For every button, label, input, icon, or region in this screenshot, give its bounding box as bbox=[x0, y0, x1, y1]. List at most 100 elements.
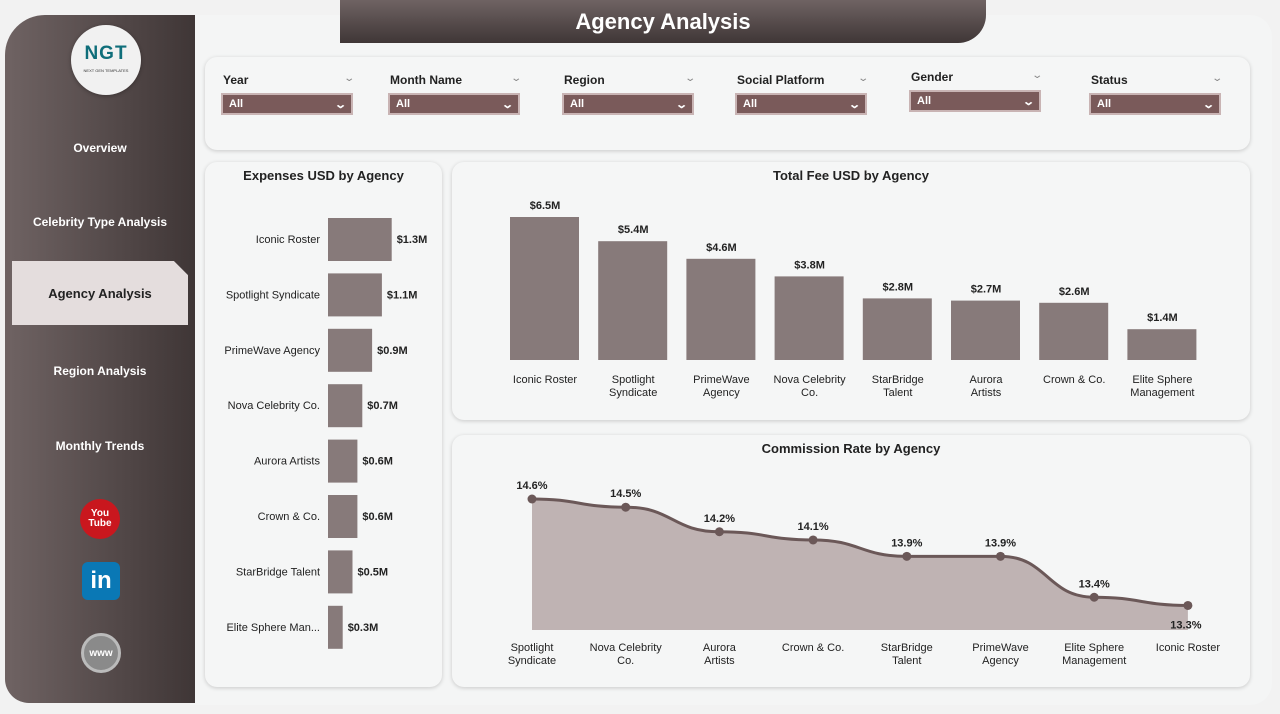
filter-value: All bbox=[229, 98, 244, 110]
filter-dropdown[interactable]: All ⌄ bbox=[1089, 93, 1221, 115]
filter-dropdown[interactable]: All ⌄ bbox=[221, 93, 353, 115]
filter-value: All bbox=[917, 95, 932, 107]
nav-region-analysis[interactable]: Region Analysis bbox=[53, 364, 147, 378]
category-label: Spotlight Syndicate bbox=[508, 642, 556, 667]
category-label: Iconic Roster bbox=[513, 374, 578, 386]
filter-value: All bbox=[570, 98, 585, 110]
category-label: Iconic Roster bbox=[256, 234, 321, 246]
category-label: Crown & Co. bbox=[258, 511, 320, 523]
category-label: Iconic Roster bbox=[1156, 642, 1221, 654]
bar bbox=[510, 217, 579, 360]
data-label: $1.3M bbox=[397, 234, 428, 246]
data-point bbox=[1183, 600, 1193, 610]
data-point bbox=[714, 527, 724, 537]
filter-label: Gender ⌄ bbox=[909, 70, 1043, 84]
data-label: 14.2% bbox=[704, 513, 735, 525]
nav-monthly-trends[interactable]: Monthly Trends bbox=[55, 439, 145, 453]
total-fee-chart: $6.5M Iconic Roster $5.4M Spotlight Syndicat… bbox=[510, 200, 1197, 399]
filter-label-text: Social Platform bbox=[737, 73, 825, 87]
data-point bbox=[1089, 592, 1099, 602]
commission-chart-title: Commission Rate by Agency bbox=[761, 441, 941, 456]
category-label: PrimeWave Agency bbox=[693, 374, 749, 399]
filter-dropdown[interactable]: All ⌄ bbox=[735, 93, 867, 115]
bar bbox=[1127, 329, 1197, 360]
category-label: StarBridge Talent bbox=[872, 374, 924, 399]
commission-chart-card: Commission Rate by Agency 14.6% Spotlight… bbox=[452, 435, 1250, 687]
category-label: PrimeWave Agency bbox=[224, 345, 320, 357]
filter-gender[interactable]: Gender ⌄ All ⌄ bbox=[909, 70, 1043, 112]
filter-label-text: Gender bbox=[911, 70, 954, 84]
data-label: $1.1M bbox=[387, 289, 418, 301]
filter-dropdown[interactable]: All ⌄ bbox=[562, 93, 694, 115]
bar bbox=[328, 328, 373, 372]
expenses-chart: Iconic Roster $1.3M Spotlight Syndicate $1.… bbox=[224, 218, 428, 649]
category-label: Crown & Co. bbox=[782, 642, 844, 654]
commission-chart: 14.6% Spotlight Syndicate 14.5% Nova Celebri… bbox=[508, 480, 1221, 667]
filter-panel: Year ⌄ All ⌄ Month Name ⌄ All ⌄ Region ⌄ All ⌄ So… bbox=[205, 57, 1250, 150]
chevron-down-icon: ⌄ bbox=[674, 98, 688, 111]
category-label: Spotlight Syndicate bbox=[609, 374, 657, 399]
bar bbox=[328, 605, 343, 649]
filter-label: Month Name ⌄ bbox=[388, 73, 522, 87]
category-label: Aurora Artists bbox=[969, 374, 1003, 399]
bar bbox=[328, 273, 382, 317]
category-label: Elite Sphere Man... bbox=[226, 622, 320, 634]
filter-label: Year ⌄ bbox=[221, 73, 355, 87]
globe-icon[interactable]: www bbox=[81, 633, 121, 673]
data-label: 14.1% bbox=[797, 521, 828, 533]
nav-agency-analysis[interactable]: Agency Analysis bbox=[12, 261, 188, 325]
chevron-down-icon[interactable]: ⌄ bbox=[509, 73, 522, 84]
chevron-down-icon: ⌄ bbox=[500, 98, 514, 111]
data-label: $0.7M bbox=[367, 400, 398, 412]
data-point bbox=[527, 494, 537, 504]
chevron-down-icon[interactable]: ⌄ bbox=[683, 73, 696, 84]
chevron-down-icon[interactable]: ⌄ bbox=[342, 73, 355, 84]
filter-value: All bbox=[1097, 98, 1112, 110]
filter-dropdown[interactable]: All ⌄ bbox=[909, 90, 1041, 112]
bar bbox=[328, 550, 353, 594]
filter-label: Social Platform ⌄ bbox=[735, 73, 869, 87]
filter-year[interactable]: Year ⌄ All ⌄ bbox=[221, 73, 355, 115]
filter-dropdown[interactable]: All ⌄ bbox=[388, 93, 520, 115]
bar bbox=[774, 276, 844, 360]
area-fill bbox=[532, 499, 1188, 630]
data-label: $0.3M bbox=[348, 622, 379, 634]
bar bbox=[328, 384, 363, 428]
filter-region[interactable]: Region ⌄ All ⌄ bbox=[562, 73, 696, 115]
data-point bbox=[996, 551, 1005, 561]
data-label: $0.5M bbox=[358, 566, 389, 578]
logo-subtitle: NEXT GEN TEMPLATES bbox=[83, 68, 129, 73]
category-label: Nova Celebrity Co. bbox=[590, 642, 663, 667]
total-fee-chart-card: Total Fee USD by Agency $6.5M Iconic Rost… bbox=[452, 162, 1250, 420]
bar bbox=[951, 300, 1020, 360]
data-label: 14.6% bbox=[516, 480, 547, 492]
data-label: $0.6M bbox=[362, 511, 393, 523]
data-point bbox=[808, 535, 818, 545]
chevron-down-icon[interactable]: ⌄ bbox=[1210, 73, 1223, 84]
chevron-down-icon[interactable]: ⌄ bbox=[1030, 70, 1043, 81]
category-label: Nova Celebrity Co. bbox=[774, 374, 847, 399]
data-label: $5.4M bbox=[618, 224, 649, 236]
linkedin-icon[interactable]: in bbox=[82, 562, 120, 600]
nav-overview[interactable]: Overview bbox=[73, 141, 127, 155]
data-label: 13.3% bbox=[1170, 619, 1201, 631]
category-label: Aurora Artists bbox=[254, 456, 321, 468]
bar bbox=[686, 258, 756, 360]
logo-text: NGT bbox=[84, 43, 128, 64]
data-label: $0.9M bbox=[377, 345, 408, 357]
filter-social-platform[interactable]: Social Platform ⌄ All ⌄ bbox=[735, 73, 869, 115]
chevron-down-icon: ⌄ bbox=[847, 98, 861, 111]
chevron-down-icon: ⌄ bbox=[1021, 95, 1035, 108]
youtube-icon[interactable]: You Tube bbox=[80, 499, 120, 539]
bar bbox=[598, 241, 668, 360]
category-label: Nova Celebrity Co. bbox=[228, 400, 320, 412]
category-label: StarBridge Talent bbox=[236, 566, 320, 578]
data-label: $2.6M bbox=[1059, 286, 1090, 298]
filter-month-name[interactable]: Month Name ⌄ All ⌄ bbox=[388, 73, 522, 115]
chevron-down-icon[interactable]: ⌄ bbox=[856, 73, 869, 84]
series-line bbox=[531, 497, 1188, 607]
nav-celebrity-type-analysis[interactable]: Celebrity Type Analysis bbox=[32, 215, 168, 229]
ngt-logo: NGT NEXT GEN TEMPLATES bbox=[71, 25, 141, 95]
filter-status[interactable]: Status ⌄ All ⌄ bbox=[1089, 73, 1223, 115]
data-label: 13.4% bbox=[1079, 578, 1110, 590]
